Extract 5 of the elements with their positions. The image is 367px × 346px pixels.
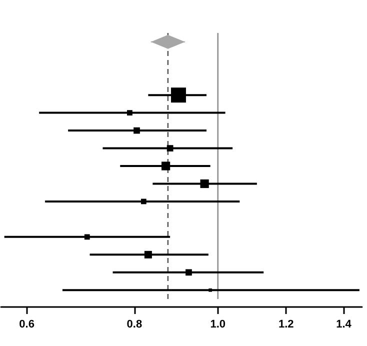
x-tick-label: 1.0 [210,318,226,330]
x-tick-label: 0.8 [126,318,142,330]
x-tick-label: 1.2 [278,318,294,330]
x-tick-label: 1.4 [336,318,352,330]
x-tick-label: 0.6 [19,318,34,330]
